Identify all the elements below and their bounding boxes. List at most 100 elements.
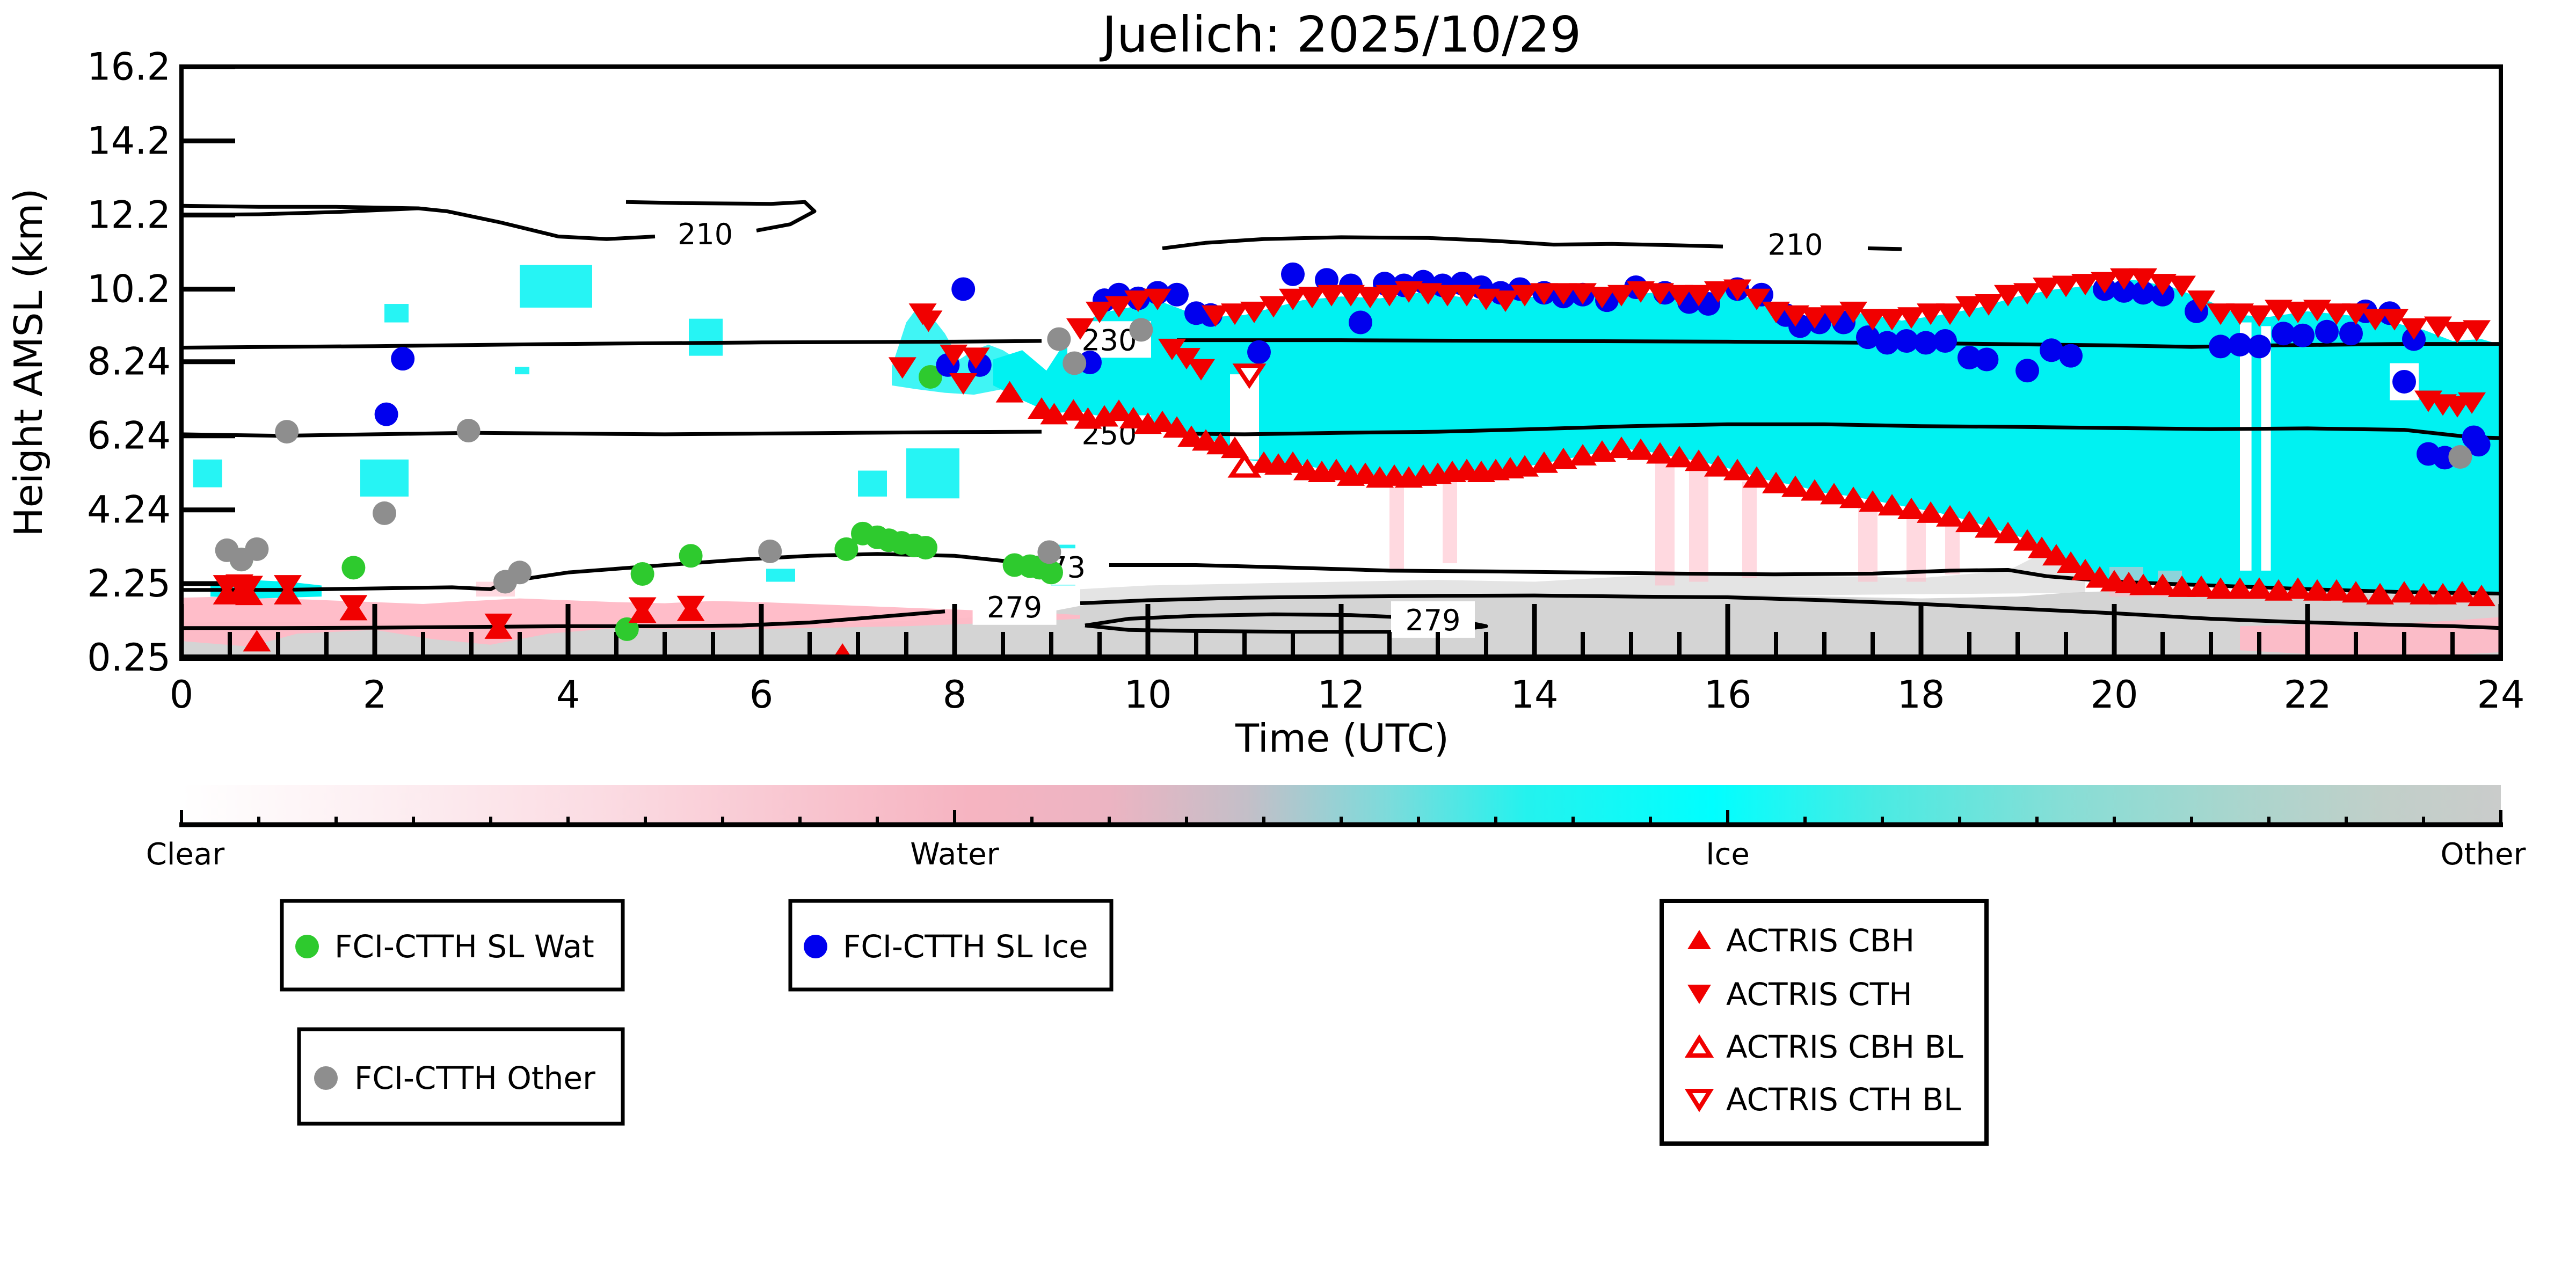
patch-ice-wisps: [360, 459, 409, 497]
marker-tri_down: [888, 357, 916, 379]
marker-circle: [2040, 338, 2063, 362]
marker-tri_down: [2129, 268, 2157, 290]
legend-label-actris-cth-bl: ACTRIS CTH BL: [1726, 1081, 1961, 1118]
x-axis-label: Time (UTC): [1235, 716, 1449, 761]
marker-tri_down: [1433, 285, 1461, 307]
x-tick-label: 18: [1897, 673, 1945, 717]
marker-circle: [456, 419, 481, 443]
marker-tri_up: [2284, 577, 2312, 599]
marker-tri_up: [1627, 438, 1655, 460]
triangle-up-open-icon: [1684, 1034, 1714, 1058]
marker-tri_up: [2013, 529, 2041, 551]
patch-ice-wisps: [520, 265, 592, 308]
marker-circle: [508, 561, 532, 585]
patch-pink-virga-streaks: [1443, 482, 1457, 564]
x-tick-label: 12: [1317, 673, 1365, 717]
marker-tri_down: [1337, 285, 1365, 307]
x-tick-label: 8: [943, 673, 967, 717]
marker-circle: [2448, 445, 2472, 469]
marker-tri_down: [1878, 309, 1906, 331]
y-axis-label: Height AMSL (km): [6, 188, 51, 537]
series-actris-cbh-bl: [1227, 452, 1262, 478]
marker-tri_down: [1086, 301, 1114, 323]
green-dot-icon: [295, 935, 319, 958]
marker-circle: [2228, 332, 2252, 356]
marker-tri_down: [1491, 290, 1519, 312]
marker-circle: [914, 536, 937, 560]
marker-tri_down: [1260, 296, 1287, 318]
colorbar-ticks: [180, 810, 2502, 823]
marker-tri_up: [2448, 581, 2476, 603]
marker-tri_up: [1762, 471, 1790, 493]
marker-circle: [341, 556, 366, 580]
marker-tri_up: [2187, 575, 2215, 597]
legend-fci-other: FCI-CTTH Other: [297, 1027, 625, 1126]
marker-tri_down: [1279, 288, 1307, 310]
marker-tri_down: [1704, 281, 1732, 303]
marker-circle: [1281, 262, 1305, 286]
marker-tri_down: [1685, 285, 1713, 307]
marker-circle: [245, 537, 269, 561]
legend-label-actris-cbh: ACTRIS CBH: [1726, 922, 1915, 959]
marker-tri_down: [2187, 290, 2215, 312]
patch-pink-virga-streaks: [1655, 459, 1675, 586]
marker-circle: [679, 544, 703, 568]
contour-label-chip: [972, 588, 1057, 625]
marker-tri_up: [2342, 581, 2370, 603]
y-tick-label: 10.2: [87, 267, 171, 311]
triangle-down-open-icon: [1684, 1089, 1714, 1112]
legend-box: [788, 899, 1114, 992]
series-fci-ctth-other: [215, 318, 2472, 594]
marker-tri_down: [2443, 322, 2471, 344]
marker-circle: [391, 347, 415, 371]
marker-tri_up: [2468, 585, 2495, 607]
patch-white-gaps: [2261, 326, 2271, 571]
marker-tri_down: [2342, 303, 2370, 325]
marker-tri_down: [2381, 309, 2408, 331]
marker-tri_up: [1665, 446, 1693, 468]
contour-210: [1162, 235, 1723, 251]
legend-actris: ACTRIS CBH ACTRIS CTH ACTRIS CBH BL ACTR…: [1660, 899, 1989, 1146]
contour-label-chip: [663, 215, 747, 252]
marker-circle: [2315, 319, 2339, 344]
marker-tri_up: [1743, 466, 1771, 488]
y-tick-label: 16.2: [87, 45, 171, 89]
patch-pink-virga-streaks: [1945, 519, 1960, 574]
contour-label-chip: [1391, 601, 1475, 638]
marker-tri_down: [2361, 309, 2389, 331]
marker-tri_down: [2463, 320, 2491, 342]
series-fci-ctth-sl-ice: [374, 262, 2491, 470]
x-tick-label: 20: [2090, 673, 2138, 717]
marker-tri_down: [1187, 359, 1215, 381]
y-tick-label: 8.24: [87, 340, 171, 384]
marker-tri_up: [1917, 501, 1945, 523]
y-tick-label: 14.2: [87, 119, 171, 163]
marker-circle: [919, 365, 942, 389]
marker-tri_down: [940, 344, 968, 366]
marker-tri_down: [2013, 283, 2041, 305]
marker-tri_down: [2265, 300, 2293, 322]
marker-tri_down: [1665, 285, 1693, 307]
marker-circle: [2291, 323, 2315, 347]
marker-tri_down: [1202, 305, 1229, 327]
marker-tri_up: [1607, 436, 1635, 459]
marker-tri_down: [2323, 303, 2351, 325]
marker-circle: [615, 617, 639, 641]
marker-tri_up: [1936, 505, 1964, 527]
x-tick-label: 10: [1124, 673, 1171, 717]
marker-tri_up: [1685, 449, 1713, 471]
marker-tri_up: [2129, 573, 2157, 595]
x-tick-label: 4: [556, 673, 580, 717]
marker-tri_down: [1173, 348, 1200, 370]
marker-tri_up: [1322, 459, 1350, 481]
marker-tri_up: [1105, 399, 1133, 421]
marker-tri_down: [1511, 285, 1539, 307]
marker-circle: [1895, 329, 1918, 353]
x-tick-label: 6: [749, 673, 774, 717]
marker-tri_up: [2207, 577, 2235, 599]
marker-tri_up: [833, 643, 852, 658]
marker-tri_up: [1221, 436, 1249, 459]
marker-tri_down: [1298, 287, 1326, 309]
marker-tri_down: [1955, 296, 1983, 318]
